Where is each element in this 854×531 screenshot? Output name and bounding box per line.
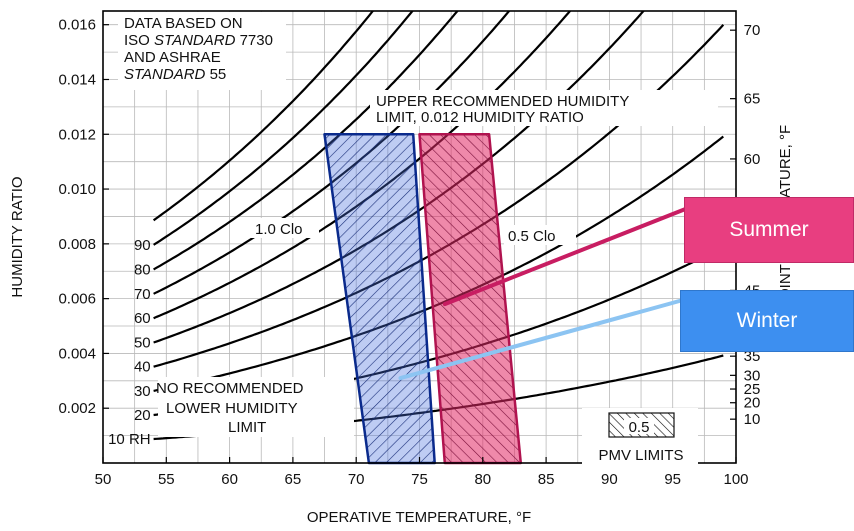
x-tick-label: 65 bbox=[285, 471, 302, 488]
y-tick-label: 0.008 bbox=[58, 236, 96, 253]
dewpoint-tick-label: 10 bbox=[744, 411, 761, 428]
rh-curve-80 bbox=[153, 11, 459, 271]
dewpoint-tick-label: 20 bbox=[744, 395, 761, 412]
x-tick-label: 100 bbox=[723, 471, 748, 488]
y-tick-label: 0.004 bbox=[58, 345, 96, 362]
pmv-swatch-label: 0.5 bbox=[629, 419, 650, 436]
upper-limit-note: UPPER RECOMMENDED HUMIDITY LIMIT, 0.012 … bbox=[370, 90, 718, 126]
x-tick-label: 95 bbox=[664, 471, 681, 488]
x-tick-label: 90 bbox=[601, 471, 618, 488]
x-tick-label: 85 bbox=[538, 471, 555, 488]
summer-callout-label: Summer bbox=[729, 218, 809, 241]
clo-1-label: 1.0 Clo bbox=[255, 221, 303, 238]
dewpoint-tick-label: 70 bbox=[744, 22, 761, 39]
rh-label-30: 30 bbox=[134, 383, 151, 400]
winter-callout: Winter bbox=[680, 290, 854, 352]
upper-limit-line-2: LIMIT, 0.012 HUMIDITY RATIO bbox=[376, 109, 584, 126]
rh-curve-90 bbox=[153, 11, 414, 246]
rh-curve-100 bbox=[152, 11, 375, 222]
summer-callout: Summer bbox=[684, 197, 854, 263]
y-tick-label: 0.002 bbox=[58, 400, 96, 417]
x-tick-label: 75 bbox=[411, 471, 428, 488]
rh-label-20: 20 bbox=[134, 407, 151, 424]
y-tick-label: 0.016 bbox=[58, 17, 96, 34]
note-line-2: ISO STANDARD 7730 bbox=[124, 32, 273, 49]
rh-label-10: 10 RH bbox=[108, 431, 151, 448]
y-tick-label: 0.006 bbox=[58, 291, 96, 308]
rh-label-80: 80 bbox=[134, 261, 151, 278]
winter-callout-label: Winter bbox=[736, 309, 798, 332]
lower-limit-line-1: NO RECOMMENDED bbox=[156, 380, 304, 397]
rh-label-40: 40 bbox=[134, 359, 151, 376]
dewpoint-tick-label: 65 bbox=[744, 91, 761, 108]
lower-limit-line-2: LOWER HUMIDITY bbox=[166, 400, 298, 417]
dewpoint-tick-label: 60 bbox=[744, 151, 761, 168]
note-line-3: AND ASHRAE bbox=[124, 49, 221, 66]
lower-limit-line-3: LIMIT bbox=[228, 419, 266, 436]
clo-05-label: 0.5 Clo bbox=[508, 228, 556, 245]
rh-label-70: 70 bbox=[134, 286, 151, 303]
x-tick-label: 50 bbox=[95, 471, 112, 488]
curve-labels: 10 RH 20 30 40 50 60 70 80 90 bbox=[108, 237, 151, 448]
y-tick-label: 0.014 bbox=[58, 71, 96, 88]
y-axis-title: HUMIDITY RATIO bbox=[9, 176, 26, 297]
x-tick-label: 70 bbox=[348, 471, 365, 488]
dewpoint-tick-label: 30 bbox=[744, 367, 761, 384]
y-tick-label: 0.012 bbox=[58, 126, 96, 143]
rh-curve-70 bbox=[153, 11, 511, 295]
summer-leader-line bbox=[442, 206, 690, 307]
x-tick-label: 55 bbox=[158, 471, 175, 488]
winter-leader-line bbox=[398, 298, 685, 381]
note-line-1: DATA BASED ON bbox=[124, 15, 243, 32]
upper-limit-line-1: UPPER RECOMMENDED HUMIDITY bbox=[376, 93, 629, 110]
rh-label-50: 50 bbox=[134, 334, 151, 351]
pmv-caption: PMV LIMITS bbox=[598, 447, 683, 464]
callout-lines bbox=[398, 206, 690, 381]
rh-label-90: 90 bbox=[134, 237, 151, 254]
comfort-zones bbox=[323, 133, 523, 465]
x-axis-title: OPERATIVE TEMPERATURE, °F bbox=[307, 509, 531, 526]
y-tick-label: 0.010 bbox=[58, 181, 96, 198]
dewpoint-tick-label: 25 bbox=[744, 381, 761, 398]
x-tick-label: 60 bbox=[221, 471, 238, 488]
pmv-legend: 0.5 PMV LIMITS bbox=[582, 408, 698, 465]
dewpoint-tick-label: 35 bbox=[744, 348, 761, 365]
lower-limit-note: NO RECOMMENDED LOWER HUMIDITY LIMIT bbox=[156, 377, 354, 437]
data-source-note: DATA BASED ON ISO STANDARD 7730 AND ASHR… bbox=[118, 12, 286, 90]
note-line-4: STANDARD 55 bbox=[124, 66, 226, 83]
rh-label-60: 60 bbox=[134, 310, 151, 327]
summer-zone bbox=[418, 133, 523, 465]
x-tick-label: 80 bbox=[474, 471, 491, 488]
